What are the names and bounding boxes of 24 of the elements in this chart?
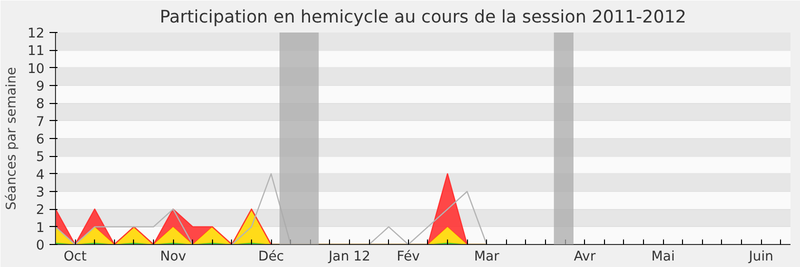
y-tick-label: 9 — [36, 80, 45, 94]
x-tick-label: Mar — [474, 250, 500, 264]
y-tick-label: 10 — [28, 62, 45, 77]
x-tick-label: Juin — [748, 250, 774, 264]
y-tick-label: 3 — [36, 186, 45, 200]
y-tick-label: 0 — [36, 238, 45, 254]
x-tick-label: Jan 12 — [328, 250, 370, 264]
y-tick-label: 5 — [36, 150, 45, 166]
y-tick-label: 6 — [36, 132, 45, 148]
y-axis-title: Séances par semaine — [4, 67, 20, 210]
x-tick-label: Avr — [574, 250, 596, 264]
y-tick-label: 2 — [36, 203, 45, 218]
y-tick-label: 4 — [36, 168, 45, 183]
x-tick-label: Nov — [160, 250, 186, 264]
x-tick-label: Oct — [64, 250, 87, 264]
y-tick-label: 12 — [28, 26, 45, 42]
x-tick-label: Déc — [258, 250, 284, 264]
chart-title: Participation en hemicycle au cours de la session 2011-2012 — [160, 8, 686, 28]
y-tick-label: 11 — [28, 44, 45, 60]
y-tick-label: 8 — [36, 97, 45, 112]
y-tick-label: 7 — [36, 114, 45, 130]
y-tick-label: 1 — [36, 220, 45, 236]
x-tick-label: Mai — [651, 250, 675, 264]
x-tick-label: Fév — [396, 250, 420, 264]
